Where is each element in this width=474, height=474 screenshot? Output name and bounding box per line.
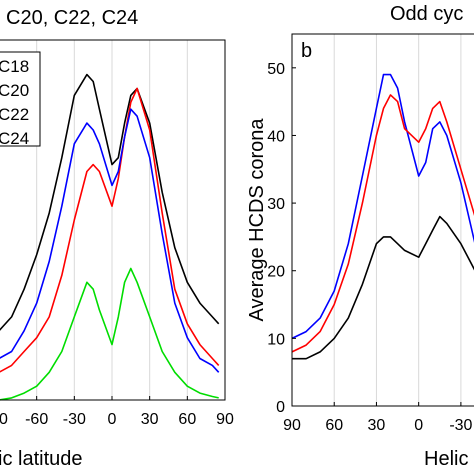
panel-b-x-axis-label: Helic (424, 448, 468, 470)
series-line-series-1 (291, 73, 474, 340)
legend-item-c20: C20 (0, 81, 29, 100)
x-tick-label: 30 (141, 411, 159, 428)
panel-b-grid (291, 34, 462, 406)
series-line-series-3 (292, 215, 474, 360)
x-tick-label: 90 (216, 411, 234, 428)
panel-a: C20, C22, C24 90 -60 -30 0 30 60 90 ic latitud… (0, 7, 234, 470)
series-line-c20 (0, 108, 220, 373)
x-tick-label: 90 (283, 417, 301, 434)
x-tick-label: 0 (108, 411, 117, 428)
y-tick-label: 20 (267, 264, 285, 281)
legend-box (0, 51, 41, 147)
y-tick-label: 40 (267, 128, 285, 145)
panel-b-series (291, 73, 474, 360)
legend-item-c24: C24 (0, 129, 29, 148)
y-tick-label: 30 (267, 196, 285, 213)
x-tick-label: -30 (63, 411, 86, 428)
panel-a-title: C20, C22, C24 (6, 7, 138, 29)
x-tick-label: -60 (25, 411, 48, 428)
x-tick-label: -30 (449, 417, 472, 434)
x-tick-label: 60 (178, 411, 196, 428)
x-tick-label: 60 (325, 417, 343, 434)
series-line-c24 (0, 73, 220, 331)
y-tick-label: 10 (267, 331, 285, 348)
legend: C18 C20 C22 C24 (0, 51, 41, 148)
x-tick-label: 0 (414, 417, 423, 434)
series-line-c22 (0, 87, 220, 373)
panel-b-letter: b (301, 40, 312, 62)
y-tick-label: 0 (276, 399, 285, 416)
panel-b-axes-box (291, 33, 474, 407)
x-tick-label: 30 (368, 417, 386, 434)
series-line-series-4 (0, 267, 219, 401)
panel-a-series (0, 73, 220, 401)
legend-item-c22: C22 (0, 105, 29, 124)
panel-b: Odd cyc b 90 60 30 0 -30 0 10 20 30 40 50 Average… (246, 3, 474, 470)
x-tick-label: 90 (0, 411, 8, 428)
panel-a-x-ticks: 90 -60 -30 0 30 60 90 (0, 396, 234, 428)
panel-b-y-ticks: 0 10 20 30 40 50 (267, 61, 296, 416)
panel-b-y-axis-label: Average HCDS corona (246, 118, 268, 322)
panel-b-x-ticks: 90 60 30 0 -30 (283, 402, 473, 434)
panel-b-title: Odd cyc (390, 3, 463, 25)
series-line-series-2 (291, 94, 474, 353)
y-tick-label: 50 (267, 61, 285, 78)
panel-a-x-axis-label: ic latitude (0, 448, 83, 470)
legend-item-c18: C18 (0, 57, 29, 76)
